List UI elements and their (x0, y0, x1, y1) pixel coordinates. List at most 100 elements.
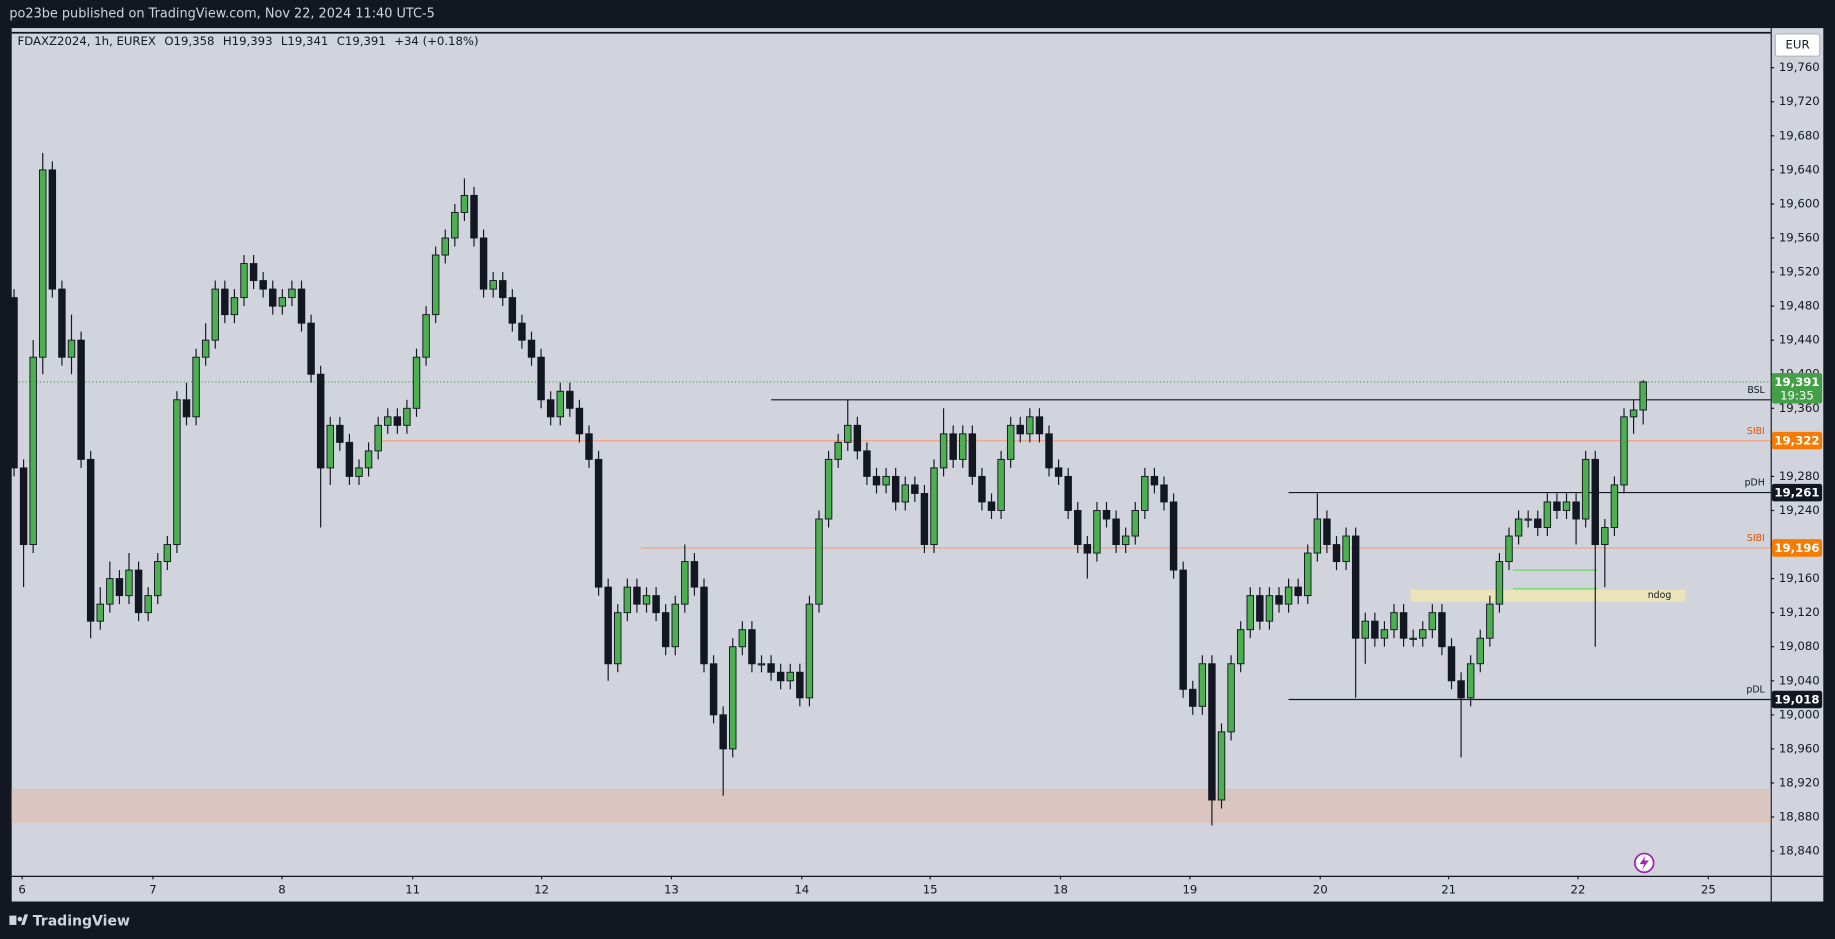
candle-body (1131, 510, 1139, 537)
legend: FDAXZ2024, 1h, EUREX O19,358 H19,393 L19… (18, 33, 479, 47)
candle-body (460, 194, 469, 213)
candle-body (1294, 586, 1302, 597)
candle-body (1179, 569, 1187, 690)
currency-box[interactable] (1774, 33, 1821, 57)
candle-body (527, 339, 536, 358)
price-tag-label: 19,018 (1774, 693, 1819, 707)
candle-body (1112, 518, 1120, 546)
price-tag-label: 19,261 (1774, 486, 1819, 500)
candle-body (930, 467, 938, 546)
candle-body (307, 322, 315, 375)
candle-body (1342, 535, 1350, 563)
y-tick-label: 19,760 (1779, 60, 1820, 74)
candle-body (403, 407, 411, 426)
y-tick-label: 18,840 (1779, 844, 1820, 858)
candle-body (422, 314, 430, 358)
level-name: pDH (1745, 478, 1765, 489)
y-tick-label: 19,640 (1779, 162, 1820, 176)
header-text: po23be published on TradingView.com, Nov… (9, 7, 434, 22)
x-tick-label: 11 (405, 882, 420, 896)
legend-open: O19,358 (164, 33, 214, 47)
candle-body (1505, 535, 1513, 563)
candle-body (633, 586, 641, 605)
candle-body (623, 586, 632, 614)
candle-body (508, 297, 517, 324)
price-tag-label: 19,322 (1774, 434, 1819, 448)
candle-body (1141, 475, 1149, 511)
candle-body (959, 433, 967, 460)
candle-body (431, 254, 440, 316)
candle-body (537, 356, 545, 401)
candle-body (1591, 458, 1599, 546)
candle-body (1534, 518, 1542, 528)
candle-body (144, 595, 152, 614)
x-tick-label: 12 (534, 882, 549, 896)
candle-body (1246, 595, 1254, 631)
candle-body (1035, 416, 1044, 435)
candle-body (863, 450, 871, 477)
candle-body (86, 458, 95, 622)
x-tick-label: 21 (1441, 882, 1456, 896)
y-tick-label: 19,360 (1779, 401, 1820, 415)
candle-body (201, 339, 210, 358)
candle-body (872, 475, 881, 486)
candle-body (384, 416, 392, 426)
candle-body (240, 263, 248, 299)
candle-body (1208, 663, 1216, 801)
y-tick-label: 19,240 (1779, 503, 1820, 517)
candle-body (269, 288, 277, 307)
candle-body (767, 663, 775, 673)
candle-body (278, 297, 287, 307)
candle-body (1390, 612, 1398, 631)
candle-body (585, 433, 593, 460)
candle-body (1486, 603, 1494, 639)
candle-body (29, 356, 37, 546)
candle-body (489, 280, 497, 290)
zone-label: ndog (1648, 590, 1672, 601)
price-tag-label: 19,196 (1774, 541, 1819, 555)
candle-body (566, 390, 574, 409)
candle-body (1639, 381, 1647, 411)
y-tick-label: 18,920 (1779, 775, 1820, 789)
candle-body (1620, 416, 1628, 486)
x-tick-label: 13 (664, 882, 679, 896)
candle-body (546, 399, 555, 418)
candle-body (1256, 595, 1264, 622)
candle-body (77, 339, 85, 460)
candle-body (230, 297, 239, 316)
candle-body (1572, 501, 1580, 520)
currency[interactable]: EUR (1786, 38, 1810, 52)
zone (1410, 589, 1686, 602)
candle-body (614, 612, 622, 665)
countdown: 19:35 (1780, 388, 1814, 402)
candle-body (1380, 629, 1389, 639)
candle-body (776, 671, 785, 682)
candle-body (67, 339, 76, 358)
y-tick-label: 19,160 (1779, 571, 1820, 585)
candle-body (297, 288, 306, 324)
y-tick-label: 19,720 (1779, 94, 1820, 108)
candle-body (844, 424, 852, 443)
lightning-button[interactable] (1634, 852, 1655, 874)
candle-body (1562, 501, 1571, 511)
candle-body (1064, 475, 1072, 511)
x-tick-label: 18 (1053, 882, 1068, 896)
candle-body (154, 561, 162, 597)
candle-body (19, 467, 28, 546)
candle-body (1601, 527, 1609, 546)
candle-body (345, 441, 354, 477)
x-tick-label: 25 (1701, 882, 1716, 896)
y-tick-label: 19,680 (1779, 128, 1820, 142)
candle-body (48, 169, 57, 290)
candle-body (10, 297, 18, 469)
y-tick-label: 18,880 (1779, 810, 1820, 824)
candle-body (1476, 637, 1484, 665)
candle-body (1083, 544, 1092, 554)
candle-body (1428, 612, 1437, 631)
candle-body (1217, 731, 1226, 801)
candle-body (1198, 663, 1207, 707)
candle-body (594, 458, 603, 588)
candle-body (1409, 637, 1417, 640)
candle-body (1438, 612, 1446, 648)
